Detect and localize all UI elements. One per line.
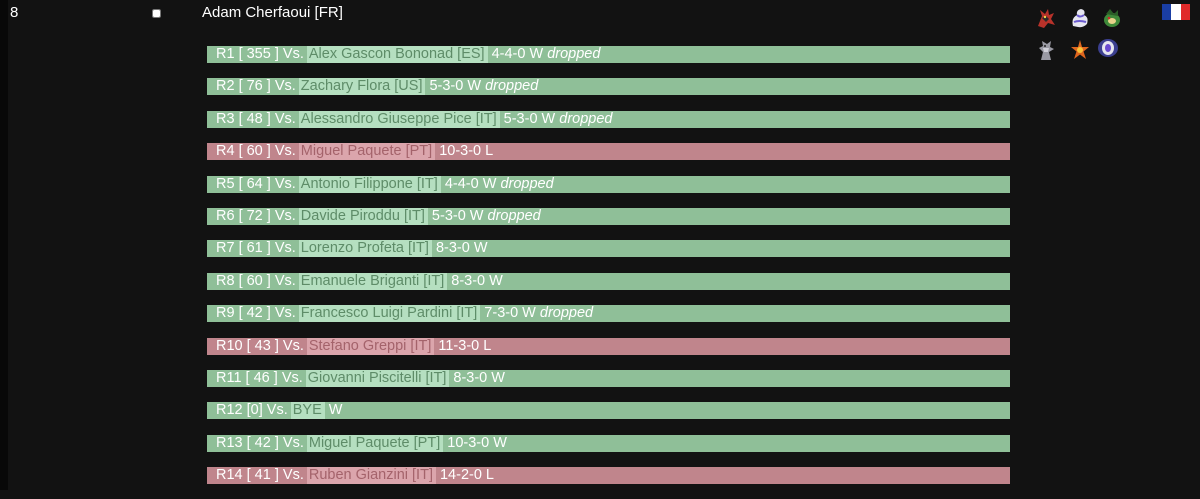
round-score: 8-3-0 W bbox=[451, 272, 503, 289]
round-row: R8 [ 60 ] Vs. Emanuele Briganti [IT] 8-3-0… bbox=[207, 272, 1010, 290]
round-score: 8-3-0 W bbox=[453, 369, 505, 386]
round-row: R6 [ 72 ] Vs. Davide Piroddu [IT] 5-3-0 W … bbox=[207, 207, 1010, 225]
round-score: 4-4-0 W bbox=[444, 175, 497, 192]
round-row: R2 [ 76 ] Vs. Zachary Flora [US] 5-3-0 W d… bbox=[207, 78, 1010, 96]
opponent-link[interactable]: Alessandro Giuseppe Pice [IT] bbox=[298, 110, 500, 128]
round-score: 4-4-0 W bbox=[491, 46, 544, 62]
country-flag bbox=[1162, 4, 1190, 20]
rounds-list: R1 [ 355 ] Vs. Alex Gascon Bononad [ES] 4-… bbox=[207, 46, 1010, 499]
opponent-link[interactable]: Ruben Gianzini [IT] bbox=[306, 467, 436, 485]
dropped-note: dropped bbox=[500, 175, 554, 192]
round-score: 5-3-0 W bbox=[503, 110, 556, 127]
round-label: R12 [0] Vs. bbox=[216, 402, 288, 419]
pokemon-sprite-5-icon bbox=[1071, 40, 1089, 59]
round-label: R13 [ 42 ] Vs. bbox=[216, 434, 304, 451]
round-label: R8 [ 60 ] Vs. bbox=[216, 272, 296, 289]
flag-stripe-red bbox=[1180, 4, 1190, 20]
round-row: R10 [ 43 ] Vs. Stefano Greppi [IT] 11-3-0 … bbox=[207, 337, 1010, 355]
round-label: R5 [ 64 ] Vs. bbox=[216, 175, 296, 192]
pokemon-sprite-2-icon bbox=[1072, 9, 1088, 28]
round-label: R4 [ 60 ] Vs. bbox=[216, 143, 296, 160]
round-score: 8-3-0 W bbox=[435, 240, 488, 257]
opponent-link[interactable]: Antonio Filippone [IT] bbox=[298, 175, 441, 193]
round-label: R11 [ 46 ] Vs. bbox=[216, 369, 303, 386]
round-score: 10-3-0 L bbox=[439, 143, 494, 160]
round-row: R11 [ 46 ] Vs. Giovanni Piscitelli [IT] 8-… bbox=[207, 369, 1010, 387]
opponent-link[interactable]: Zachary Flora [US] bbox=[298, 78, 426, 96]
flag-stripe-white bbox=[1171, 4, 1181, 20]
opponent-link[interactable]: Francesco Luigi Pardini [IT] bbox=[298, 305, 481, 323]
opponent-link[interactable]: Alex Gascon Bononad [ES] bbox=[306, 46, 488, 63]
round-score: 10-3-0 W bbox=[447, 434, 507, 451]
dropped-note: dropped bbox=[487, 207, 541, 224]
opponent-link[interactable]: Lorenzo Profeta [IT] bbox=[298, 240, 432, 258]
round-row: R5 [ 64 ] Vs. Antonio Filippone [IT] 4-4-0… bbox=[207, 175, 1010, 193]
round-row: R12 [0] Vs. BYE W bbox=[207, 402, 1010, 420]
round-label: R14 [ 41 ] Vs. bbox=[216, 467, 304, 484]
left-gutter bbox=[0, 0, 8, 490]
flag-stripe-blue bbox=[1162, 4, 1172, 20]
select-player-checkbox[interactable] bbox=[152, 9, 161, 18]
round-row: R14 [ 41 ] Vs. Ruben Gianzini [IT] 14-2-0 … bbox=[207, 467, 1010, 485]
round-label: R6 [ 72 ] Vs. bbox=[216, 207, 296, 224]
team-sprites bbox=[1034, 6, 1126, 64]
dropped-note: dropped bbox=[559, 110, 613, 127]
player-name: Adam Cherfaoui [FR] bbox=[202, 4, 343, 21]
round-label: R2 [ 76 ] Vs. bbox=[216, 78, 296, 95]
pokemon-sprite-4-icon bbox=[1039, 41, 1054, 60]
dropped-note: dropped bbox=[539, 305, 594, 322]
dropped-note: dropped bbox=[485, 78, 539, 95]
opponent-link[interactable]: Emanuele Briganti [IT] bbox=[298, 272, 448, 290]
round-score: W bbox=[328, 402, 343, 419]
round-row: R9 [ 42 ] Vs. Francesco Luigi Pardini [IT… bbox=[207, 305, 1010, 323]
round-label: R9 [ 42 ] Vs. bbox=[216, 305, 296, 322]
round-score: 5-3-0 W bbox=[431, 207, 484, 224]
pokemon-sprite-1-icon bbox=[1038, 9, 1055, 28]
dropped-note: dropped bbox=[547, 46, 601, 62]
round-label: R3 [ 48 ] Vs. bbox=[216, 110, 296, 127]
round-row: R7 [ 61 ] Vs. Lorenzo Profeta [IT] 8-3-0 W bbox=[207, 240, 1010, 258]
round-label: R7 [ 61 ] Vs. bbox=[216, 240, 296, 257]
opponent-link[interactable]: Stefano Greppi [IT] bbox=[306, 337, 435, 355]
round-score: 5-3-0 W bbox=[429, 78, 482, 95]
round-row: R3 [ 48 ] Vs. Alessandro Giuseppe Pice [I… bbox=[207, 110, 1010, 128]
round-label: R10 [ 43 ] Vs. bbox=[216, 337, 304, 354]
player-rank: 8 bbox=[10, 4, 19, 21]
round-row: R1 [ 355 ] Vs. Alex Gascon Bononad [ES] 4-… bbox=[207, 46, 1010, 63]
pokemon-sprite-3-icon bbox=[1104, 9, 1120, 27]
round-score: 11-3-0 L bbox=[438, 337, 492, 354]
round-row: R4 [ 60 ] Vs. Miguel Paquete [PT] 10-3-0 L bbox=[207, 143, 1010, 161]
pokemon-sprite-6-icon bbox=[1098, 39, 1118, 57]
round-row: R13 [ 42 ] Vs. Miguel Paquete [PT] 10-3-0 … bbox=[207, 434, 1010, 452]
round-score: 14-2-0 L bbox=[439, 467, 494, 484]
round-score: 7-3-0 W bbox=[484, 305, 536, 322]
round-label: R1 [ 355 ] Vs. bbox=[216, 46, 304, 62]
opponent-link[interactable]: BYE bbox=[290, 402, 325, 420]
opponent-link[interactable]: Miguel Paquete [PT] bbox=[306, 434, 444, 452]
opponent-link[interactable]: Davide Piroddu [IT] bbox=[298, 207, 428, 225]
opponent-link[interactable]: Giovanni Piscitelli [IT] bbox=[305, 369, 450, 387]
opponent-link[interactable]: Miguel Paquete [PT] bbox=[298, 143, 436, 161]
